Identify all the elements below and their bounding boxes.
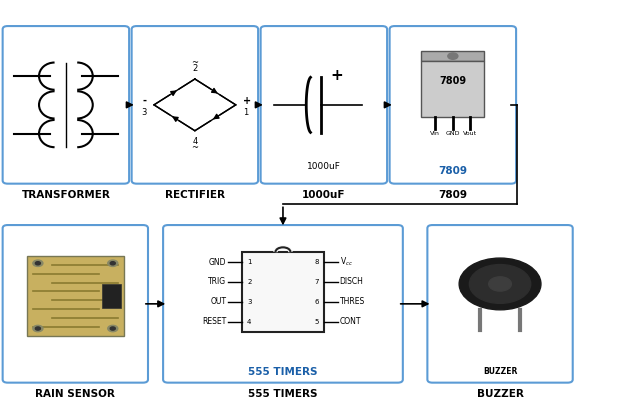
Circle shape xyxy=(107,260,118,266)
Text: 4: 4 xyxy=(192,137,197,146)
Circle shape xyxy=(107,325,118,332)
Text: 3: 3 xyxy=(247,299,252,305)
FancyBboxPatch shape xyxy=(163,225,403,383)
Text: 6: 6 xyxy=(314,299,319,305)
Text: 1000uF: 1000uF xyxy=(302,191,346,200)
Circle shape xyxy=(470,264,531,303)
Circle shape xyxy=(489,277,511,291)
Text: GND: GND xyxy=(209,258,226,266)
Circle shape xyxy=(33,260,43,266)
Text: 555 TIMERS: 555 TIMERS xyxy=(248,389,318,399)
Text: THRES: THRES xyxy=(339,297,365,306)
FancyBboxPatch shape xyxy=(389,26,516,184)
Text: RESET: RESET xyxy=(202,317,226,326)
Bar xyxy=(422,61,484,117)
Bar xyxy=(27,256,124,336)
Text: DISCH: DISCH xyxy=(339,277,363,287)
Text: Vout: Vout xyxy=(463,131,478,136)
Text: +: + xyxy=(330,68,343,83)
Text: 7809: 7809 xyxy=(439,166,467,176)
FancyBboxPatch shape xyxy=(260,26,387,184)
Text: 1000uF: 1000uF xyxy=(307,162,341,171)
Circle shape xyxy=(35,262,40,265)
Text: 7809: 7809 xyxy=(439,191,467,200)
FancyBboxPatch shape xyxy=(3,26,129,184)
FancyBboxPatch shape xyxy=(427,225,573,383)
Text: 7809: 7809 xyxy=(439,76,466,86)
Text: Vin: Vin xyxy=(430,131,440,136)
Circle shape xyxy=(35,327,40,330)
FancyBboxPatch shape xyxy=(131,26,258,184)
Text: 7: 7 xyxy=(314,279,319,285)
Text: 1: 1 xyxy=(243,108,248,117)
Text: V$_{cc}$: V$_{cc}$ xyxy=(339,256,353,268)
Text: -: - xyxy=(142,96,147,106)
Circle shape xyxy=(459,258,541,310)
Circle shape xyxy=(33,325,43,332)
Circle shape xyxy=(110,262,115,265)
Circle shape xyxy=(448,53,458,59)
Text: +: + xyxy=(243,96,252,106)
Circle shape xyxy=(110,327,115,330)
Text: RAIN SENSOR: RAIN SENSOR xyxy=(35,389,115,399)
Text: BUZZER: BUZZER xyxy=(477,389,523,399)
Bar xyxy=(102,284,121,308)
Bar xyxy=(422,51,484,61)
Text: GND: GND xyxy=(446,131,460,136)
Text: OUT: OUT xyxy=(210,297,226,306)
Text: TRANSFORMER: TRANSFORMER xyxy=(21,191,111,200)
Text: 3: 3 xyxy=(141,108,147,117)
Text: TRIG: TRIG xyxy=(208,277,226,287)
Text: 8: 8 xyxy=(314,259,319,265)
Bar xyxy=(242,252,324,332)
Text: 2: 2 xyxy=(247,279,252,285)
Text: ~: ~ xyxy=(191,58,198,67)
Text: 2: 2 xyxy=(192,64,197,73)
Text: ~: ~ xyxy=(191,143,198,152)
Text: BUZZER: BUZZER xyxy=(483,367,517,376)
Text: 555 TIMERS: 555 TIMERS xyxy=(248,366,318,376)
Text: CONT: CONT xyxy=(339,317,361,326)
Text: 1: 1 xyxy=(247,259,252,265)
Text: 5: 5 xyxy=(315,319,319,325)
Text: RECTIFIER: RECTIFIER xyxy=(165,191,225,200)
FancyBboxPatch shape xyxy=(3,225,148,383)
Text: 4: 4 xyxy=(247,319,252,325)
